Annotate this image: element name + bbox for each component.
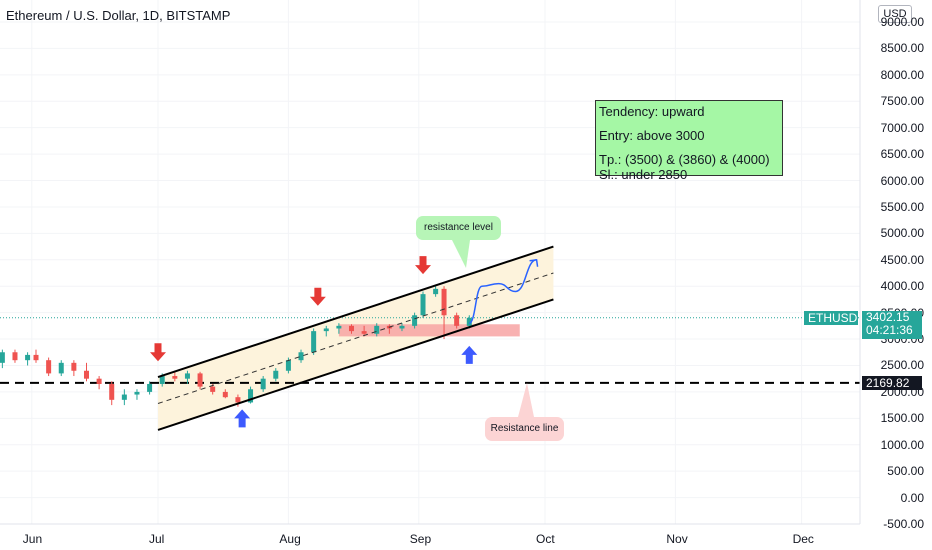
candle-body[interactable] — [433, 288, 439, 295]
channel-upper-line[interactable] — [157, 245, 554, 379]
time-tick-label: Aug — [279, 532, 301, 546]
chart-plot-area[interactable] — [0, 0, 860, 524]
down-arrow-icon — [415, 256, 432, 275]
signal-arrows — [150, 256, 478, 428]
candle-body[interactable] — [134, 391, 140, 395]
price-tick-label: 5500.00 — [880, 199, 924, 214]
currency-button[interactable]: USD — [878, 5, 912, 23]
candle-body[interactable] — [33, 354, 39, 361]
bar-countdown: 04:21:36 — [866, 323, 913, 337]
candle-body[interactable] — [466, 317, 472, 326]
symbol-tag: ETHUSD — [804, 311, 858, 325]
price-tick-label: 1500.00 — [880, 411, 924, 426]
projection-path[interactable] — [468, 259, 537, 324]
price-tick-label: 8500.00 — [880, 41, 924, 56]
candle-body[interactable] — [285, 360, 291, 371]
candlestick-series — [0, 286, 472, 407]
up-arrow-icon — [461, 345, 478, 364]
candle-body[interactable] — [96, 378, 102, 384]
candle-body[interactable] — [25, 354, 31, 361]
down-arrow-icon — [309, 287, 326, 306]
info-stop-loss: Sl.: under 2850 — [599, 167, 688, 182]
candle-body[interactable] — [184, 373, 190, 379]
time-tick-label: Nov — [666, 532, 688, 546]
info-take-profit: Tp.: (3500) & (3860) & (4000) — [599, 152, 770, 167]
info-tendency: Tendency: upward — [599, 104, 705, 119]
channel-lower-line[interactable] — [157, 298, 554, 431]
candle-body[interactable] — [121, 394, 127, 400]
time-tick-label: Jul — [149, 532, 165, 546]
candle-body[interactable] — [12, 352, 18, 361]
up-arrow-icon — [234, 409, 251, 428]
candle-body[interactable] — [412, 315, 418, 326]
candle-body[interactable] — [197, 373, 203, 387]
info-entry: Entry: above 3000 — [599, 128, 705, 143]
candle-body[interactable] — [374, 325, 380, 334]
candle-body[interactable] — [109, 383, 115, 400]
price-tick-label: 2500.00 — [880, 358, 924, 373]
last-price-value: 3402.15 — [866, 310, 910, 324]
candle-body[interactable] — [349, 325, 354, 332]
price-tick-label: 6000.00 — [880, 173, 924, 188]
price-tick-label: 6500.00 — [880, 147, 924, 162]
projection-arrowhead — [529, 258, 539, 267]
price-tick-label: 1000.00 — [880, 437, 924, 452]
candle-body[interactable] — [454, 315, 460, 326]
candle-body[interactable] — [147, 383, 153, 392]
candle-body[interactable] — [260, 378, 266, 390]
time-tick-label: Dec — [792, 532, 814, 546]
candle-body[interactable] — [273, 370, 279, 379]
chart-title: Ethereum / U.S. Dollar, 1D, BITSTAMP — [6, 8, 231, 23]
candle-body[interactable] — [210, 386, 216, 392]
price-tick-label: 9000.00 — [880, 15, 924, 29]
price-tick-label: 500.00 — [887, 464, 924, 479]
level-price-tag: 2169.82 — [862, 376, 922, 390]
candle-body[interactable] — [0, 352, 5, 363]
time-tick-label: Sep — [409, 532, 432, 546]
resistance-level-callout-tail — [452, 240, 470, 268]
candle-body[interactable] — [222, 391, 228, 398]
price-tick-label: 7000.00 — [880, 120, 924, 135]
price-tick-label: 0.00 — [900, 490, 924, 505]
price-tick-label: 8000.00 — [880, 67, 924, 82]
down-arrow-icon — [150, 343, 166, 362]
trade-info-box[interactable]: Tendency: upward Entry: above 3000 Tp.: … — [595, 100, 783, 182]
candle-body[interactable] — [58, 362, 64, 374]
candle-body[interactable] — [172, 376, 178, 379]
price-tick-label: 5000.00 — [880, 226, 924, 241]
price-tick-label: -500.00 — [883, 517, 924, 531]
candle-body[interactable] — [71, 362, 77, 371]
candle-body[interactable] — [235, 397, 241, 403]
resistance-line-callout-tail — [518, 383, 534, 417]
time-tick-label: Oct — [536, 532, 555, 546]
candle-body[interactable] — [83, 370, 89, 379]
candle-body[interactable] — [311, 331, 317, 353]
candle-body[interactable] — [399, 325, 405, 329]
candle-body[interactable] — [298, 352, 304, 361]
channel-mid-line[interactable] — [157, 272, 554, 404]
price-tick-label: 4000.00 — [880, 279, 924, 294]
resistance-line-callout[interactable]: Resistance line — [485, 417, 564, 441]
price-tick-label: 7500.00 — [880, 94, 924, 109]
candle-body[interactable] — [248, 389, 254, 403]
candle-body[interactable] — [361, 331, 367, 334]
price-tick-label: 4500.00 — [880, 252, 924, 267]
support-zone — [338, 324, 520, 337]
candle-body[interactable] — [336, 325, 342, 329]
candle-body[interactable] — [46, 360, 52, 374]
candle-body[interactable] — [159, 376, 165, 384]
last-price-tag: 3402.15 04:21:36 — [862, 311, 922, 339]
resistance-level-callout[interactable]: resistance level — [416, 216, 501, 240]
candle-body[interactable] — [323, 328, 329, 332]
candle-body[interactable] — [441, 288, 447, 316]
candle-body[interactable] — [420, 294, 426, 316]
time-tick-label: Jun — [22, 532, 43, 546]
